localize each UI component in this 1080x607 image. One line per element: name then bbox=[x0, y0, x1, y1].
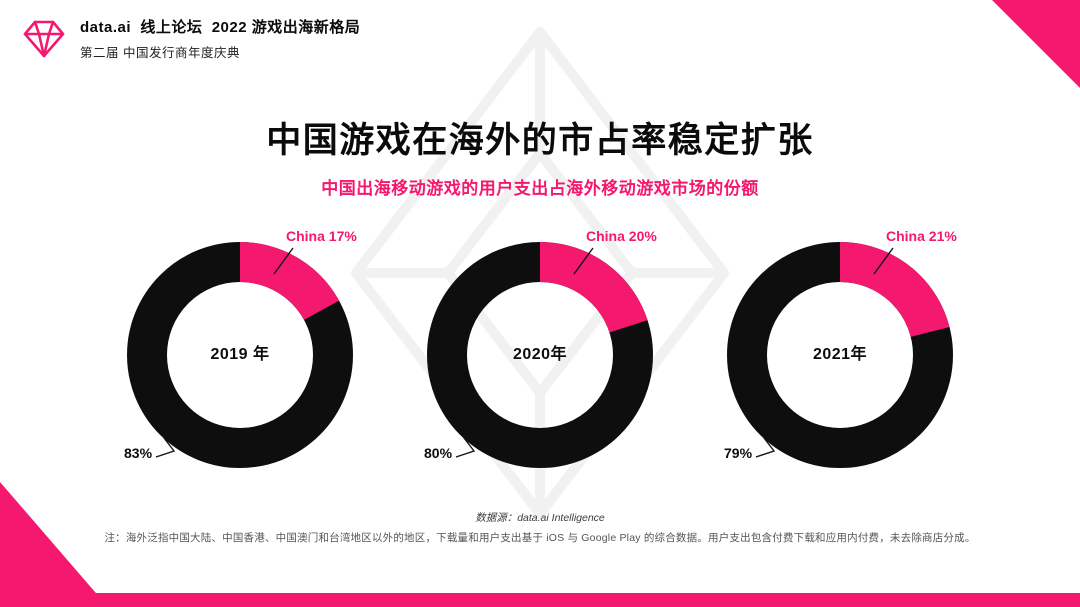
data-source: 数据源：data.ai Intelligence bbox=[475, 512, 605, 524]
corner-decoration-top-right bbox=[992, 0, 1080, 88]
brand-line1: data.ai 线上论坛 2022 游戏出海新格局 bbox=[80, 19, 361, 36]
brand-gem-icon bbox=[23, 20, 65, 57]
page-subtitle: 中国出海移动游戏的用户支出占海外移动游戏市场的份额 bbox=[321, 179, 759, 198]
china-share-label: China 17% bbox=[286, 228, 357, 244]
footer: 数据源：data.ai Intelligence 注：海外泛指中国大陆、中国香港… bbox=[0, 510, 1080, 545]
donut-ring-2019 bbox=[127, 242, 353, 468]
page-title: 中国游戏在海外的市占率稳定扩张 bbox=[266, 121, 814, 160]
donut-ring-2021 bbox=[727, 242, 953, 468]
footnote: 注：海外泛指中国大陆、中国香港、中国澳门和台湾地区以外的地区，下载量和用户支出基… bbox=[104, 532, 976, 544]
year-label: 2020年 bbox=[512, 346, 568, 363]
donut-chart-2019: China 17% 83% 2019 年 bbox=[90, 224, 390, 496]
donut-segment-china bbox=[427, 242, 653, 468]
donut-chart-2020: China 20% 80% 2020年 bbox=[390, 224, 690, 496]
china-share-label: China 20% bbox=[586, 228, 657, 244]
china-share-label: China 21% bbox=[886, 228, 957, 244]
year-label: 2021年 bbox=[812, 346, 868, 363]
charts-row: China 17% 83% 2019 年 China 20% 80% 2020年 bbox=[0, 224, 1080, 496]
overseas-share-label: 80% bbox=[424, 445, 453, 461]
header: data.ai 线上论坛 2022 游戏出海新格局 第二届 中国发行商年度庆典 bbox=[22, 16, 360, 61]
donut-segment-china bbox=[727, 242, 953, 468]
watermark-gem-icon bbox=[351, 27, 729, 519]
donut-segment-china bbox=[127, 242, 353, 468]
overseas-share-label: 83% bbox=[124, 445, 153, 461]
bottom-accent-bar bbox=[0, 593, 1080, 607]
donut-ring-2020 bbox=[427, 242, 653, 468]
overseas-share-label: 79% bbox=[724, 445, 753, 461]
year-label: 2019 年 bbox=[210, 346, 270, 363]
brand-line2: 第二届 中国发行商年度庆典 bbox=[80, 46, 240, 60]
brand-text: data.ai 线上论坛 2022 游戏出海新格局 第二届 中国发行商年度庆典 bbox=[80, 16, 360, 61]
donut-chart-2021: China 21% 79% 2021年 bbox=[690, 224, 990, 496]
